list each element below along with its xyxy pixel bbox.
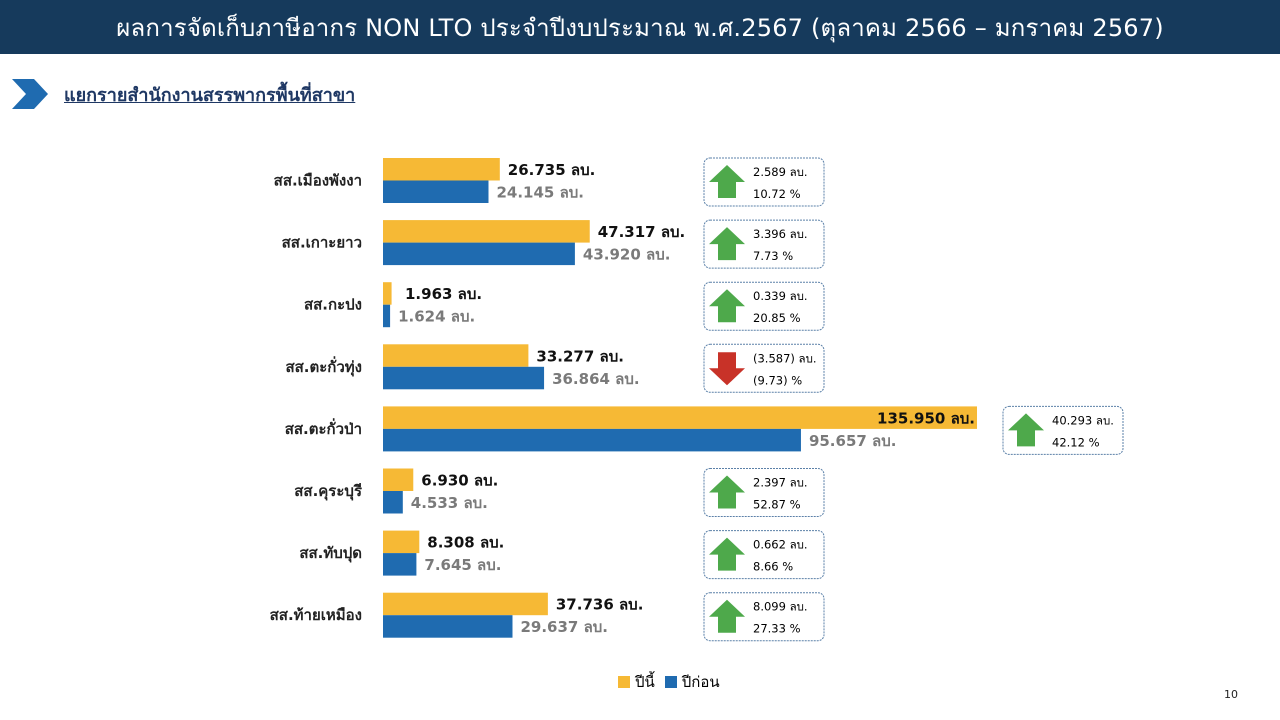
change-percent: 52.87 %	[753, 498, 801, 512]
legend-swatch-current	[618, 676, 630, 688]
data-label-current: 47.317 ลบ.	[598, 223, 686, 241]
data-label-current: 33.277 ลบ.	[536, 347, 624, 365]
bar-previous	[383, 615, 513, 638]
legend-item-previous: ปีก่อน	[664, 670, 720, 694]
data-label-current: 37.736 ลบ.	[556, 596, 644, 614]
data-label-previous: 1.624 ลบ.	[398, 308, 475, 326]
change-amount: 0.662 ลบ.	[753, 538, 808, 552]
arrow-up-icon	[709, 537, 745, 571]
bar-current	[383, 468, 414, 491]
change-percent: 7.73 %	[753, 249, 793, 263]
data-label-previous: 4.533 ลบ.	[411, 494, 488, 512]
bar-previous	[383, 366, 545, 390]
change-amount: 2.397 ลบ.	[753, 476, 808, 490]
category-label: สส.เมืองพังงา	[274, 172, 362, 190]
change-percent: 42.12 %	[1052, 435, 1100, 449]
chart-legend: ปีนี้ ปีก่อน	[618, 670, 720, 694]
bar-current	[383, 282, 392, 305]
arrow-up-icon	[709, 475, 745, 509]
legend-label-current: ปีนี้	[635, 673, 655, 691]
bar-current	[383, 158, 500, 181]
legend-label-previous: ปีก่อน	[681, 673, 720, 691]
bar-previous	[383, 553, 417, 576]
bar-current	[383, 530, 420, 554]
bar-previous	[383, 242, 575, 266]
bar-previous	[383, 428, 801, 452]
change-percent: 10.72 %	[753, 187, 801, 201]
bar-previous	[383, 180, 489, 203]
change-percent: 27.33 %	[753, 622, 801, 636]
change-amount: 2.589 ลบ.	[753, 165, 808, 179]
bar-current	[383, 344, 529, 367]
change-amount: 0.339 ลบ.	[753, 289, 808, 303]
data-label-current: 135.950 ลบ.	[877, 409, 975, 427]
category-label: สส.ตะกั่วป่า	[285, 418, 362, 438]
chevron-right-icon	[12, 79, 48, 109]
bar-current	[383, 592, 548, 616]
bar-current	[383, 220, 590, 243]
arrow-up-icon	[709, 289, 745, 323]
bar-current	[383, 406, 977, 429]
category-label: สส.เกาะยาว	[282, 234, 362, 252]
category-label: สส.คุระบุรี	[294, 482, 363, 501]
arrow-up-icon	[709, 165, 745, 198]
section-subtitle: แยกรายสำนักงานสรรพากรพื้นที่สาขา	[64, 84, 356, 106]
data-label-current: 1.963 ลบ.	[405, 285, 482, 303]
legend-swatch-previous	[664, 676, 677, 688]
data-label-current: 6.930 ลบ.	[421, 472, 498, 490]
change-amount: 3.396 ลบ.	[753, 227, 808, 241]
change-percent: (9.73) %	[753, 373, 802, 387]
change-amount: 8.099 ลบ.	[753, 600, 808, 614]
arrow-down-icon	[709, 352, 745, 386]
category-label: สส.ท้ายเหมือง	[270, 606, 362, 624]
category-label: สส.ทับปุด	[299, 544, 362, 563]
section-header: แยกรายสำนักงานสรรพากรพื้นที่สาขา	[12, 78, 355, 110]
data-label-previous: 24.145 ลบ.	[496, 184, 584, 202]
data-label-previous: 95.657 ลบ.	[809, 432, 897, 450]
bar-previous	[383, 304, 391, 328]
change-percent: 20.85 %	[753, 311, 801, 325]
data-label-previous: 36.864 ลบ.	[552, 370, 640, 388]
category-label: สส.กะปง	[304, 296, 362, 314]
data-label-current: 26.735 ลบ.	[508, 161, 596, 179]
data-label-previous: 29.637 ลบ.	[520, 618, 608, 636]
bar-previous	[383, 491, 403, 514]
change-amount: 40.293 ลบ.	[1052, 413, 1114, 427]
data-label-current: 8.308 ลบ.	[427, 534, 504, 552]
arrow-up-icon	[709, 599, 745, 633]
data-label-previous: 43.920 ลบ.	[583, 246, 671, 264]
legend-item-current: ปีนี้	[618, 670, 655, 694]
page-number: 10	[1224, 688, 1238, 701]
arrow-up-icon	[709, 227, 745, 261]
change-amount: (3.587) ลบ.	[753, 351, 817, 365]
page-title: ผลการจัดเก็บภาษีอากร NON LTO ประจำปีงบปร…	[0, 0, 1280, 54]
arrow-up-icon	[1008, 413, 1044, 447]
data-label-previous: 7.645 ลบ.	[424, 556, 501, 574]
change-percent: 8.66 %	[753, 560, 793, 574]
category-label: สส.ตะกั่วทุ่ง	[285, 356, 362, 377]
